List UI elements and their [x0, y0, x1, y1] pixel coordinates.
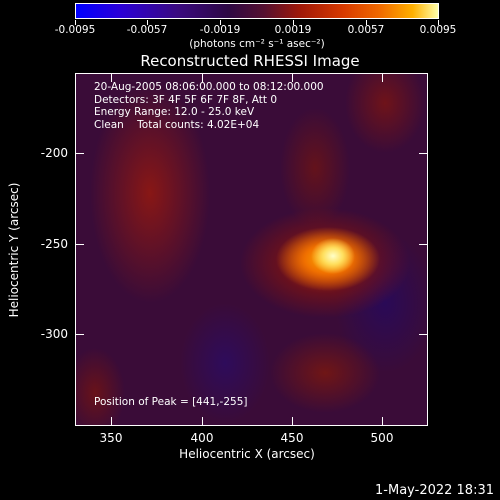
- annotation-energy-range: Energy Range: 12.0 - 25.0 keV: [94, 106, 255, 119]
- y-tick: [75, 244, 84, 245]
- y-tick: [75, 153, 84, 154]
- y-tick-label: -200: [40, 146, 68, 160]
- x-tick: [292, 417, 293, 426]
- y-tick: [419, 244, 428, 245]
- colorbar: [75, 3, 439, 19]
- x-tick-label: 450: [280, 431, 304, 445]
- y-tick: [419, 334, 428, 335]
- y-tick: [75, 334, 84, 335]
- colorbar-units: (photons cm⁻² s⁻¹ asec⁻²): [189, 38, 325, 50]
- x-tick: [202, 73, 203, 82]
- colorbar-tick: [366, 20, 367, 25]
- plot-title: Reconstructed RHESSI Image: [140, 52, 360, 70]
- y-tick-label: -250: [40, 237, 68, 251]
- x-tick: [292, 73, 293, 82]
- colorbar-label: -0.0019: [199, 24, 241, 36]
- timestamp: 1-May-2022 18:31: [375, 483, 494, 498]
- x-tick: [202, 417, 203, 426]
- x-axis-label: Heliocentric X (arcsec): [179, 447, 315, 461]
- colorbar-label: 0.0095: [419, 24, 457, 36]
- colorbar-tick: [147, 20, 148, 25]
- peak-position-label: Position of Peak = [441,-255]: [94, 396, 248, 408]
- colorbar-tick: [293, 20, 294, 25]
- x-tick: [111, 417, 112, 426]
- colorbar-tick: [438, 20, 439, 25]
- colorbar-label: -0.0095: [54, 24, 96, 36]
- colorbar-label: -0.0057: [126, 24, 168, 36]
- y-axis-label: Heliocentric Y (arcsec): [7, 182, 21, 318]
- colorbar-label: 0.0019: [274, 24, 312, 36]
- annotation-clean-counts: Clean Total counts: 4.02E+04: [94, 118, 260, 131]
- annotation-detectors: Detectors: 3F 4F 5F 6F 7F 8F, Att 0: [94, 93, 278, 106]
- x-tick: [382, 417, 383, 426]
- x-tick-label: 400: [190, 431, 214, 445]
- x-tick: [382, 73, 383, 82]
- x-tick-label: 350: [99, 431, 123, 445]
- colorbar-label: 0.0057: [347, 24, 385, 36]
- annotation-block: 20-Aug-2005 08:06:00.000 to 08:12:00.000…: [94, 81, 324, 131]
- x-tick: [111, 73, 112, 82]
- colorbar-tick: [220, 20, 221, 25]
- y-tick-label: -300: [40, 327, 68, 341]
- x-tick-label: 500: [370, 431, 394, 445]
- y-tick: [419, 153, 428, 154]
- annotation-time-range: 20-Aug-2005 08:06:00.000 to 08:12:00.000: [94, 81, 324, 93]
- colorbar-tick: [75, 20, 76, 25]
- rhessi-image: [75, 73, 428, 426]
